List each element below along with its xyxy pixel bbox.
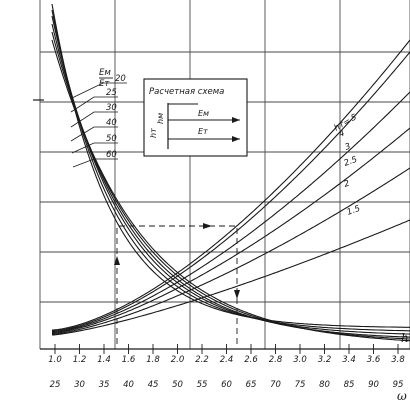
x-top-tick-label: 3.2 — [318, 355, 332, 365]
x-top-tick-label: 2.8 — [269, 355, 283, 365]
left-legend-top-label: Eм — [99, 68, 111, 78]
x-bottom-tick-label: 45 — [148, 380, 159, 390]
right-legend-param: 5 — [350, 113, 359, 124]
x-top-tick-label: 1.2 — [73, 355, 87, 365]
x-top-axis-label: h — [401, 331, 409, 345]
left-legend-param: 30 — [106, 103, 117, 113]
x-bottom-tick-label: 70 — [270, 380, 281, 390]
left-legend-leader — [70, 126, 118, 142]
x-bottom-tick-label: 80 — [319, 380, 330, 390]
x-bottom-tick-label: 25 — [50, 380, 61, 390]
scheme-box: Расчетная схема Eм Eт hм hт — [143, 78, 248, 157]
left-legend-bottom-label: Eт — [99, 79, 110, 89]
x-top-tick-label: 2.4 — [220, 355, 234, 365]
left-legend-leader — [72, 158, 118, 168]
left-legend-param: 20 — [115, 74, 126, 84]
left-legend-leader — [70, 111, 118, 128]
x-bottom-tick-label: 30 — [74, 380, 85, 390]
ht-curve — [51, 219, 410, 336]
left-legend-leader — [71, 142, 118, 154]
dash-arrow-right — [203, 223, 212, 229]
x-bottom-tick-label: 50 — [172, 380, 183, 390]
em-curve — [51, 23, 410, 338]
x-top-tick-label: 3.4 — [342, 355, 356, 365]
scheme-em-label: Eм — [198, 109, 209, 118]
ht-curve — [51, 51, 410, 332]
dash-arrow-down — [234, 290, 240, 299]
x-bottom-tick-label: 90 — [368, 380, 379, 390]
ht-curve — [51, 167, 410, 335]
right-legend-param: 3 — [344, 142, 353, 153]
x-top-tick-label: 3.8 — [391, 355, 405, 365]
x-top-tick-label: 3.0 — [293, 355, 307, 365]
scheme-et-label: Eт — [198, 127, 208, 136]
x-top-tick-label: 2.2 — [195, 355, 209, 365]
right-legend-param: 4 — [338, 129, 347, 140]
x-bottom-tick-label: 55 — [197, 380, 208, 390]
scheme-em-arrow — [232, 117, 240, 123]
x-bottom-tick-label: 40 — [123, 380, 134, 390]
x-bottom-tick-label: 60 — [221, 380, 232, 390]
left-legend-leader — [71, 82, 127, 99]
left-legend-param: 25 — [106, 88, 117, 98]
dash-arrow-up — [114, 256, 120, 265]
em-curve — [51, 31, 410, 340]
x-top-tick-labels: 1.0 1.2 1.4 1.6 1.8 2.0 2.2 2.4 2.6 2.8 3.0 3.2 3.4 3… — [48, 355, 405, 365]
left-legend-leader — [70, 96, 118, 113]
x-top-tick-label: 1.0 — [48, 355, 62, 365]
x-bottom-tick-label: 35 — [99, 380, 110, 390]
x-bottom-tick-labels: 25 30 35 40 45 50 55 60 65 70 75 80 85 90 95 — [50, 380, 404, 390]
x-bottom-tick-label: 65 — [246, 380, 257, 390]
scheme-et-arrow — [232, 136, 240, 142]
em-curve — [51, 15, 410, 335]
grid — [39, 0, 410, 349]
x-bottom-tick-label: 95 — [393, 380, 404, 390]
ht-curve — [51, 127, 410, 334]
left-legend-param: 50 — [106, 134, 117, 144]
ht-curve — [51, 39, 410, 331]
left-legend-param: 60 — [106, 150, 117, 160]
x-top-tick-label: 1.8 — [146, 355, 160, 365]
curves — [51, 3, 410, 342]
scheme-title: Расчетная схема — [149, 87, 224, 97]
x-top-tick-label: 1.4 — [97, 355, 111, 365]
x-bottom-tick-label: 85 — [344, 380, 355, 390]
x-top-tick-label: 1.6 — [122, 355, 136, 365]
scheme-ht-label: hт — [149, 128, 158, 138]
x-axis-ticks — [54, 344, 399, 354]
em-curve — [51, 3, 410, 328]
right-legend-param: 1.5 — [346, 204, 362, 218]
scheme-hm-label: hм — [156, 113, 165, 124]
em-curve — [51, 9, 410, 332]
x-top-tick-label: 2.6 — [244, 355, 258, 365]
right-legend-param: 2.5 — [343, 155, 359, 169]
x-bottom-axis-label: ω — [397, 389, 407, 402]
ht-curve — [51, 91, 410, 333]
em-curve — [51, 39, 410, 342]
left-legend-param: 40 — [106, 118, 117, 128]
right-legend-param: 2 — [343, 179, 352, 190]
x-bottom-tick-label: 75 — [295, 380, 306, 390]
x-top-tick-label: 2.0 — [171, 355, 185, 365]
x-top-tick-label: 3.6 — [367, 355, 381, 365]
